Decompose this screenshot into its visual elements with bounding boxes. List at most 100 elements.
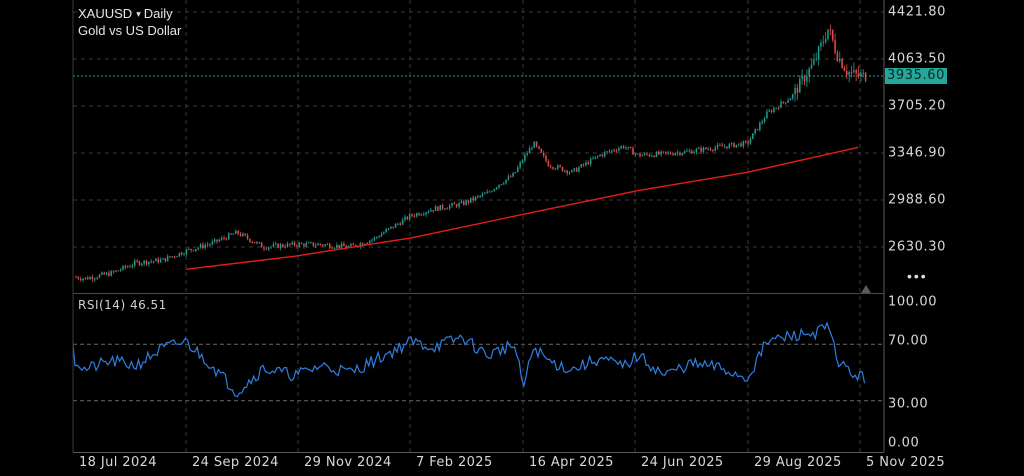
interval-label[interactable]: Daily (143, 6, 173, 21)
candle-body (401, 219, 404, 225)
candle-body (740, 143, 742, 147)
candle-body (150, 261, 152, 263)
candle-body (726, 146, 728, 149)
candle-body (578, 167, 580, 172)
candle-body (674, 153, 677, 156)
candle-body (101, 272, 103, 275)
candle-body (672, 154, 674, 156)
candle-body (495, 187, 498, 189)
candle-body (326, 244, 329, 246)
candle-body (848, 72, 850, 75)
candle-body (197, 247, 199, 249)
candle-body (502, 183, 505, 185)
date-tick: 29 Aug 2025 (754, 455, 842, 470)
candle-body (364, 243, 366, 245)
candle-body (188, 248, 190, 250)
candle-body (230, 233, 232, 235)
candle-body (298, 243, 301, 247)
candle-body (782, 101, 785, 103)
candle-body (176, 256, 178, 258)
candle-body (500, 184, 503, 186)
candle-body (272, 244, 275, 247)
candle-body (568, 172, 571, 174)
candle-body (378, 236, 380, 238)
candle-body (274, 243, 277, 245)
candle-body (625, 147, 627, 149)
candle-body (115, 270, 117, 272)
candle-body (660, 151, 662, 155)
candle-body (413, 215, 416, 217)
candle-body (279, 244, 282, 248)
candle-body (791, 94, 794, 99)
candle-body (465, 200, 467, 205)
candle-body (777, 107, 780, 109)
candle-body (345, 246, 348, 248)
candle-body (258, 242, 261, 244)
candle-body (864, 72, 867, 81)
more-options-icon[interactable]: ••• (907, 268, 928, 284)
candle-body (89, 277, 91, 280)
candle-body (693, 151, 695, 154)
candle-body (321, 244, 324, 246)
candle-body (669, 152, 672, 155)
candle-body (686, 150, 688, 152)
candle-body (343, 243, 345, 247)
candle-body (79, 278, 82, 281)
candle-body (300, 243, 303, 245)
rsi-indicator-label[interactable]: RSI(14) 46.51 (78, 298, 167, 312)
chart-frame (72, 0, 885, 453)
candle-body (319, 243, 322, 245)
candle-body (310, 242, 312, 244)
candle-body (627, 146, 630, 148)
candle-body (103, 272, 105, 275)
candle-body (655, 151, 658, 157)
candle-body (399, 223, 402, 225)
candle-body (169, 256, 171, 258)
candle-body (437, 206, 439, 211)
candle-body (493, 188, 496, 192)
candle-body (559, 165, 561, 167)
candle-body (697, 147, 700, 149)
candle-body (282, 244, 284, 247)
candle-body (166, 256, 169, 262)
candle-body (620, 146, 622, 149)
candle-body (333, 247, 336, 249)
candle-body (608, 151, 611, 153)
candle-body (138, 261, 141, 265)
symbol-name[interactable]: XAUUSD (78, 6, 133, 21)
candle-body (418, 213, 420, 216)
rsi-path (72, 321, 866, 398)
date-tick: 29 Nov 2024 (304, 455, 392, 470)
candle-body (324, 244, 326, 246)
candle-body (143, 260, 145, 264)
candle-body (512, 173, 514, 177)
candle-body (846, 70, 848, 75)
symbol-description: Gold vs US Dollar (78, 23, 182, 38)
candle-body (119, 269, 122, 271)
candle-body (540, 148, 543, 153)
candle-body (850, 72, 853, 74)
candle-body (737, 143, 740, 145)
candle-body (336, 244, 338, 248)
candle-body (653, 155, 655, 157)
candle-body (838, 58, 841, 61)
candle-body (552, 167, 554, 169)
candle-body (799, 78, 801, 93)
moving-average-path (185, 146, 859, 270)
candle-body (392, 226, 395, 228)
candle-body (714, 147, 716, 151)
candle-body (472, 197, 474, 201)
interval-dropdown-icon[interactable]: ▾ (136, 9, 141, 19)
candle-body (855, 70, 857, 74)
candle-body (820, 42, 822, 47)
candle-body (202, 244, 204, 248)
candle-body (806, 76, 808, 82)
candle-body (803, 76, 806, 82)
candle-body (225, 238, 228, 240)
candle-body (766, 111, 768, 119)
candle-body (195, 248, 197, 251)
candle-body (185, 249, 188, 255)
date-tick: 24 Jun 2025 (641, 455, 724, 470)
